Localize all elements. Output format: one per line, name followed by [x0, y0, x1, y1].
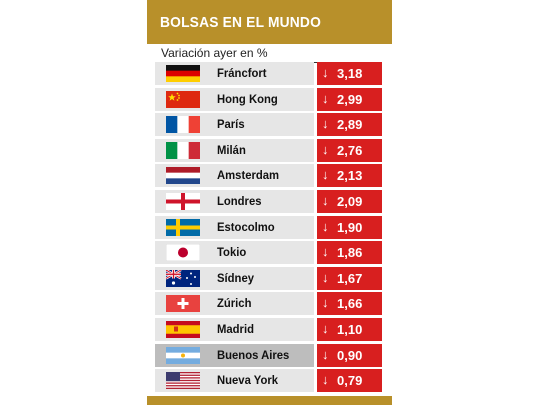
chart-subtitle: Variación ayer en %: [161, 46, 378, 63]
switzerland-flag-icon: [166, 295, 200, 313]
spain-flag-icon: [166, 321, 200, 338]
arrow-down-icon: ↓: [322, 269, 329, 285]
japan-flag-icon: [166, 244, 200, 262]
value-label: 1,86: [337, 245, 363, 261]
country-label: Buenos Aires: [217, 347, 290, 362]
table-row: Londres ↓ 2,09: [155, 190, 385, 213]
value-cell: ↓ 1,86: [317, 241, 382, 265]
arrow-down-icon: ↓: [322, 116, 329, 132]
country-label: Hong Kong: [217, 91, 278, 106]
germany-flag-icon: [166, 65, 200, 82]
table-row: Zúrich ↓ 1,66: [155, 292, 385, 316]
value-cell: ↓ 1,67: [317, 266, 382, 290]
arrow-down-icon: ↓: [322, 372, 329, 388]
value-label: 1,66: [337, 296, 363, 312]
country-label: Madrid: [217, 322, 254, 336]
value-label: 0,79: [337, 373, 363, 389]
value-label: 1,90: [337, 219, 363, 235]
country-cell: Madrid: [155, 318, 314, 341]
country-label: Sídney: [217, 270, 254, 285]
value-cell: ↓ 1,90: [317, 215, 382, 239]
value-label: 1,10: [337, 322, 363, 337]
country-label: Amsterdam: [217, 168, 280, 183]
table-row: Estocolmo ↓ 1,90: [155, 215, 385, 239]
arrow-down-icon: ↓: [322, 193, 329, 208]
table-row: Tokio ↓ 1,86: [155, 241, 385, 265]
bottom-bar: [147, 396, 392, 405]
country-cell: Tokio: [155, 241, 314, 265]
australia-flag-icon: [166, 269, 200, 287]
netherlands-flag-icon: [166, 167, 200, 185]
value-label: 2,76: [337, 142, 363, 158]
table-row: Amsterdam ↓ 2,13: [155, 164, 385, 188]
arrow-down-icon: ↓: [322, 141, 329, 157]
country-cell: Fráncfort: [155, 62, 314, 85]
sweden-flag-icon: [166, 218, 200, 236]
chart-title: BOLSAS EN EL MUNDO: [160, 13, 322, 31]
country-label: París: [217, 117, 245, 132]
country-cell: Sídney: [155, 266, 314, 290]
arrow-down-icon: ↓: [322, 90, 329, 106]
value-cell: ↓ 2,09: [317, 190, 382, 213]
country-label: Estocolmo: [217, 219, 275, 234]
table-row: París ↓ 2,89: [155, 113, 385, 137]
country-label: Londres: [217, 194, 262, 208]
italy-flag-icon: [166, 141, 200, 159]
chart-header: BOLSAS EN EL MUNDO: [147, 0, 392, 44]
arrow-down-icon: ↓: [322, 244, 329, 260]
table-row: Nueva York ↓ 0,79: [155, 369, 385, 393]
value-label: 2,09: [337, 194, 363, 209]
country-cell: Estocolmo: [155, 215, 314, 239]
value-cell: ↓ 0,90: [317, 343, 382, 367]
value-label: 1,67: [337, 270, 363, 286]
value-cell: ↓ 0,79: [317, 369, 382, 393]
value-label: 3,18: [337, 66, 363, 81]
country-label: Tokio: [217, 245, 247, 260]
england-flag-icon: [166, 193, 200, 210]
country-label: Milán: [217, 142, 246, 157]
country-cell: París: [155, 113, 314, 137]
arrow-down-icon: ↓: [322, 65, 329, 80]
country-label: Nueva York: [217, 373, 279, 388]
value-label: 2,89: [337, 117, 363, 133]
value-cell: ↓ 1,10: [317, 318, 382, 341]
country-cell: Londres: [155, 190, 314, 213]
country-cell: Zúrich: [155, 292, 314, 316]
argentina-flag-icon: [166, 346, 200, 364]
table-row: Madrid ↓ 1,10: [155, 318, 385, 341]
value-label: 2,99: [337, 91, 363, 107]
value-cell: ↓ 2,13: [317, 164, 382, 188]
table-row: Sídney ↓ 1,67: [155, 266, 385, 290]
arrow-down-icon: ↓: [322, 218, 329, 234]
value-cell: ↓ 1,66: [317, 292, 382, 316]
arrow-down-icon: ↓: [322, 167, 329, 183]
value-cell: ↓ 2,99: [317, 87, 382, 111]
value-label: 2,13: [337, 168, 363, 184]
value-cell: ↓ 2,76: [317, 138, 382, 162]
arrow-down-icon: ↓: [322, 321, 329, 336]
country-label: Zúrich: [217, 296, 252, 311]
china-flag-icon: [166, 90, 200, 108]
value-cell: ↓ 2,89: [317, 113, 382, 137]
country-label: Fráncfort: [217, 66, 267, 80]
country-cell: Buenos Aires: [155, 343, 314, 367]
value-cell: ↓ 3,18: [317, 62, 382, 85]
country-cell: Amsterdam: [155, 164, 314, 188]
value-label: 0,90: [337, 347, 363, 363]
usa-flag-icon: [166, 372, 200, 390]
arrow-down-icon: ↓: [322, 346, 329, 362]
table-row: Hong Kong ↓ 2,99: [155, 87, 385, 111]
arrow-down-icon: ↓: [322, 295, 329, 311]
table-row: Fráncfort ↓ 3,18: [155, 62, 385, 85]
chart-panel: BOLSAS EN EL MUNDO Variación ayer en % F…: [147, 0, 392, 405]
france-flag-icon: [166, 116, 200, 134]
country-cell: Nueva York: [155, 369, 314, 393]
table-row: Buenos Aires ↓ 0,90: [155, 343, 385, 367]
table-row: Milán ↓ 2,76: [155, 138, 385, 162]
country-cell: Hong Kong: [155, 87, 314, 111]
country-cell: Milán: [155, 138, 314, 162]
